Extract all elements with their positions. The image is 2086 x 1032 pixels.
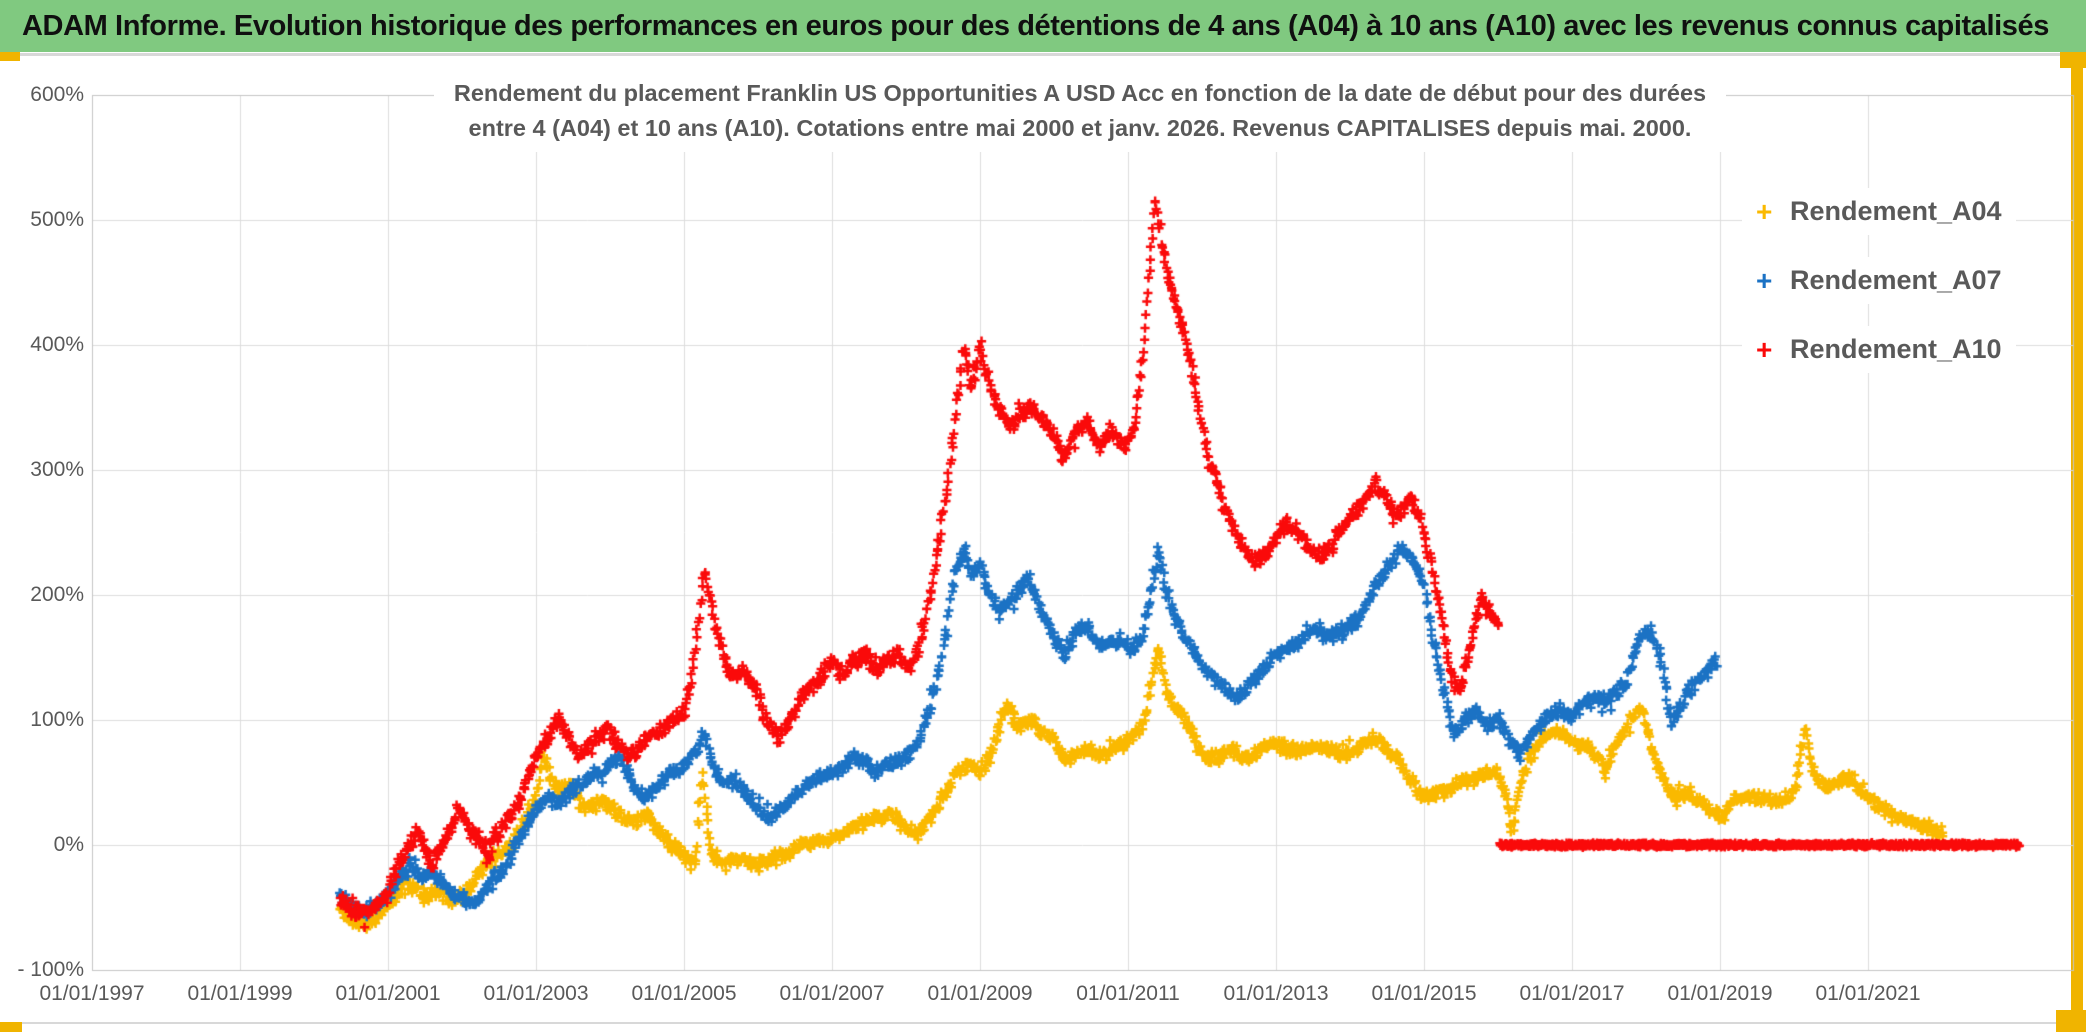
x-axis-label: 01/01/2011	[1076, 982, 1180, 1005]
plus-marker-icon: +	[1756, 264, 1773, 296]
chart-title-line2: entre 4 (A04) et 10 ans (A10). Cotations…	[468, 115, 1692, 141]
chart-title-line1: Rendement du placement Franklin US Oppor…	[453, 80, 1707, 106]
y-axis-label: 200%	[30, 583, 84, 606]
x-axis-label: 01/01/2019	[1667, 982, 1773, 1005]
legend-item-a10[interactable]: + Rendement_A10	[1742, 326, 2016, 373]
legend-label: Rendement_A10	[1790, 334, 2002, 364]
y-axis-label: 500%	[30, 208, 84, 231]
legend-item-a07[interactable]: + Rendement_A07	[1742, 257, 2016, 304]
x-axis-label: 01/01/1999	[187, 982, 293, 1005]
plus-marker-icon: +	[1756, 195, 1773, 227]
x-axis-label: 01/01/2003	[483, 982, 589, 1005]
x-axis-label: 01/01/2001	[335, 982, 441, 1005]
y-axis-label: 600%	[30, 83, 84, 106]
y-axis-label: 0%	[53, 833, 84, 856]
y-axis-label: 300%	[30, 458, 84, 481]
x-axis-label: 01/01/2013	[1223, 982, 1329, 1005]
y-axis-label: 100%	[30, 708, 84, 731]
chart-legend: + Rendement_A04 + Rendement_A07 + Rendem…	[1742, 188, 2016, 395]
chart-title: Rendement du placement Franklin US Oppor…	[240, 74, 1920, 152]
legend-item-a04[interactable]: + Rendement_A04	[1742, 188, 2016, 235]
x-axis-label: 01/01/2009	[927, 982, 1033, 1005]
plus-marker-icon: +	[1756, 333, 1773, 365]
x-axis-label: 01/01/2005	[631, 982, 737, 1005]
x-axis-label: 01/01/2007	[779, 982, 885, 1005]
x-axis-label: 01/01/2015	[1371, 982, 1477, 1005]
legend-label: Rendement_A07	[1790, 265, 2002, 295]
x-axis-label: 01/01/1997	[39, 982, 145, 1005]
x-axis-label: 01/01/2021	[1815, 982, 1921, 1005]
legend-label: Rendement_A04	[1790, 196, 2002, 226]
y-axis-label: - 100%	[17, 958, 84, 981]
y-axis-label: 400%	[30, 333, 84, 356]
x-axis-label: 01/01/2017	[1519, 982, 1625, 1005]
